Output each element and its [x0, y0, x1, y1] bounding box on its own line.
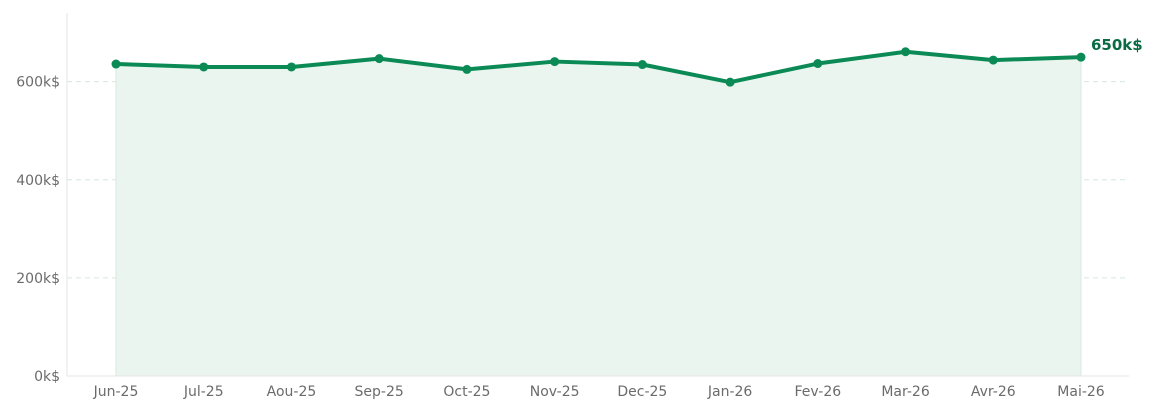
axis-layer [66, 13, 1129, 377]
label-layer: 0k$ 200k$ 400k$ 600k$ Jun-25 Jul-25 Aou-25 Sep-… [16, 36, 1142, 400]
data-point [550, 57, 560, 67]
x-tick-label: Aou-25 [267, 384, 317, 400]
data-point [725, 77, 735, 87]
x-tick-label: Mai-26 [1057, 384, 1105, 400]
x-tick-label: Jul-25 [183, 384, 224, 400]
line-layer [114, 49, 1083, 85]
y-tick-label: 0k$ [34, 369, 60, 385]
data-point [901, 47, 911, 57]
point-layer [111, 47, 1086, 87]
area-layer [115, 51, 1082, 377]
y-tick-label: 600k$ [16, 75, 60, 91]
x-tick-label: Sep-25 [355, 384, 404, 400]
data-point [1076, 52, 1086, 62]
data-point [988, 55, 998, 65]
y-tick-label: 200k$ [16, 271, 60, 287]
series-area [116, 51, 1081, 377]
end-value-label: 650k$ [1091, 36, 1143, 54]
x-tick-label: Jan-26 [707, 384, 753, 400]
data-point [813, 59, 823, 69]
data-point [374, 54, 384, 64]
x-tick-label: Dec-25 [617, 384, 667, 400]
series-line [114, 49, 1083, 85]
x-tick-label: Jun-25 [93, 384, 139, 400]
data-point [462, 64, 472, 74]
x-tick-label: Avr-26 [971, 384, 1016, 400]
data-point [199, 62, 209, 72]
data-point [111, 59, 121, 69]
data-point [637, 60, 647, 70]
x-tick-label: Mar-26 [881, 384, 929, 400]
x-tick-label: Oct-25 [443, 384, 490, 400]
data-point [286, 62, 296, 72]
x-tick-label: Fev-26 [794, 384, 841, 400]
x-tick-label: Nov-25 [530, 384, 580, 400]
y-tick-label: 400k$ [16, 173, 60, 189]
